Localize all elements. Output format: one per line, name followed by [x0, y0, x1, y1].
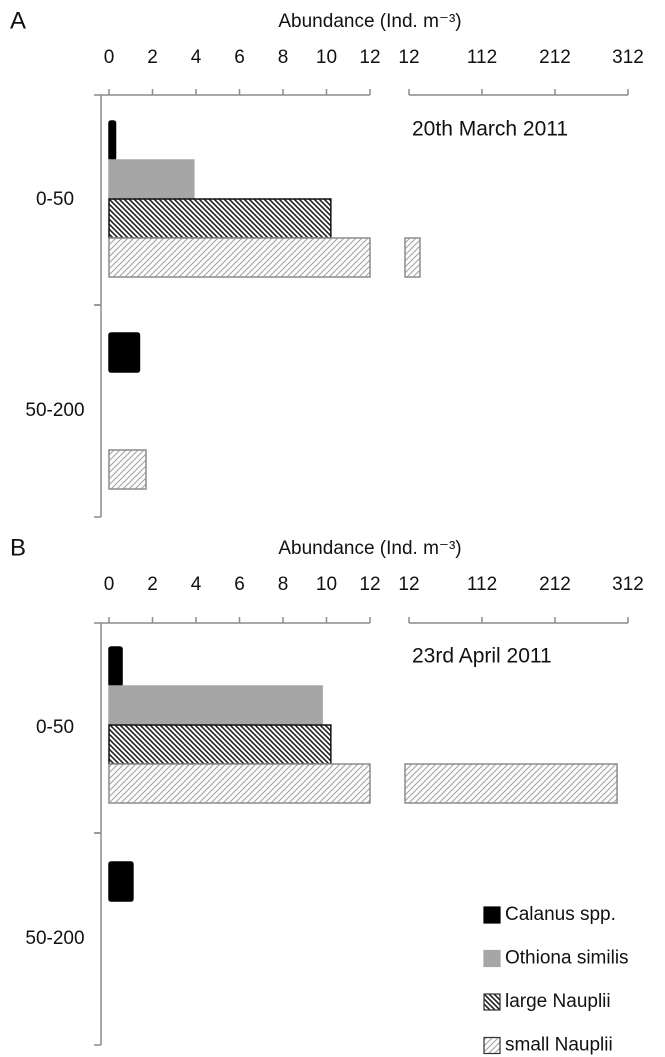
- y-tick-label: 0-50: [36, 189, 74, 210]
- axis-title: Abundance (Ind. m⁻³): [278, 538, 461, 559]
- x-tick-label: 4: [191, 47, 202, 68]
- x-tick-label: 8: [278, 47, 289, 68]
- legend-swatch: [483, 949, 501, 968]
- bar: [108, 198, 332, 239]
- legend-label: Calanus spp.: [505, 904, 616, 925]
- bar: [108, 159, 195, 200]
- bar-broken-part: [404, 237, 421, 278]
- legend-label: large Nauplii: [505, 991, 611, 1012]
- y-tick-label: 50-200: [25, 400, 84, 421]
- legend-label: Othiona similis: [505, 948, 629, 969]
- annotation: 20th March 2011: [412, 118, 568, 141]
- bar: [108, 332, 141, 373]
- bar: [108, 646, 123, 687]
- bar-broken-part: [404, 763, 618, 804]
- x-tick-label: 12: [359, 574, 380, 595]
- legend-swatch: [483, 1036, 501, 1055]
- x2-tick-label: 312: [612, 574, 644, 595]
- x2-tick-label: 12: [398, 47, 419, 68]
- x-tick-label: 4: [191, 574, 202, 595]
- bar: [108, 685, 323, 726]
- x-tick-label: 0: [104, 574, 115, 595]
- x-tick-label: 2: [147, 47, 158, 68]
- x2-tick-label: 212: [539, 574, 571, 595]
- x2-tick-label: 112: [467, 574, 497, 595]
- x-tick-label: 10: [316, 47, 337, 68]
- bar: [108, 763, 371, 804]
- x-tick-label: 8: [278, 574, 289, 595]
- panel-label: B: [10, 534, 26, 561]
- x-tick-label: 6: [234, 47, 245, 68]
- axis-title: Abundance (Ind. m⁻³): [278, 11, 461, 32]
- y-tick-label: 50-200: [25, 928, 84, 949]
- x2-tick-label: 12: [398, 574, 419, 595]
- x2-tick-label: 312: [612, 47, 644, 68]
- bar: [108, 237, 371, 278]
- x-tick-label: 0: [104, 47, 115, 68]
- bar: [108, 449, 147, 490]
- legend-swatch: [483, 906, 501, 924]
- x2-tick-label: 112: [467, 47, 497, 68]
- x-tick-label: 10: [316, 574, 337, 595]
- bar: [108, 861, 134, 902]
- x-tick-label: 2: [147, 574, 158, 595]
- bar: [108, 120, 117, 161]
- x-tick-label: 6: [234, 574, 245, 595]
- annotation: 23rd April 2011: [412, 645, 552, 668]
- legend-label: small Nauplii: [505, 1035, 613, 1056]
- x-tick-label: 12: [359, 47, 380, 68]
- x2-tick-label: 212: [539, 47, 571, 68]
- panel-label: A: [10, 7, 26, 34]
- legend-swatch: [483, 993, 501, 1011]
- y-tick-label: 0-50: [36, 717, 74, 738]
- bar: [108, 724, 332, 765]
